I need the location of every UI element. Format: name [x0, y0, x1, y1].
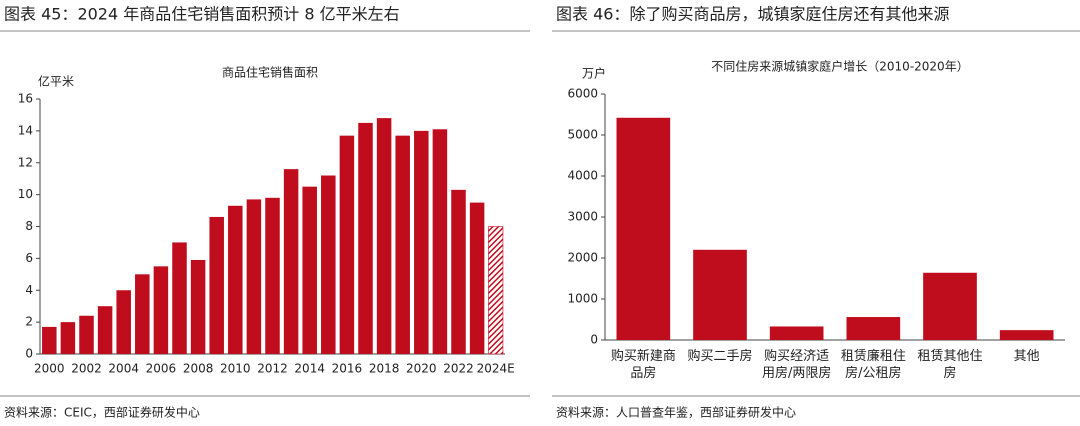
bar — [769, 326, 824, 340]
x-tick-label: 2004 — [108, 362, 139, 376]
bar — [79, 315, 94, 354]
x-tick-label-box: 其他 — [1013, 349, 1040, 364]
bar — [693, 249, 747, 340]
x-tick-label: 2014 — [294, 362, 325, 376]
bar — [414, 130, 429, 354]
y-tick-label: 3000 — [567, 210, 598, 224]
bar — [395, 135, 410, 354]
bar — [321, 175, 336, 354]
y-tick-label: 6 — [25, 251, 33, 265]
bar — [339, 135, 355, 354]
x-tick-label: 2006 — [146, 362, 177, 376]
bar — [116, 290, 131, 354]
y-tick-label: 4 — [25, 283, 33, 297]
x-tick-label: 2024E — [477, 362, 515, 376]
x-tick-label: 其他 — [1013, 349, 1040, 364]
x-tick-label: 2008 — [183, 362, 214, 376]
y-tick-label: 0 — [25, 347, 33, 361]
bar — [999, 330, 1054, 340]
source-note: 资料来源：人口普查年鉴，西部证券研发中心 — [556, 405, 796, 420]
bar — [153, 266, 169, 354]
bar — [190, 259, 206, 354]
bar — [246, 199, 262, 354]
y-tick-label: 8 — [25, 219, 33, 233]
x-tick-label-box: 租赁廉租住房/公租房 — [840, 349, 906, 381]
y-unit: 万户 — [582, 66, 606, 81]
bar — [302, 186, 317, 354]
bar — [358, 122, 373, 354]
bar — [60, 322, 76, 354]
x-tick-label: 2020 — [406, 362, 437, 376]
figure-title: 图表 46：除了购买商品房，城镇家庭住房还有其他来源 — [556, 5, 949, 24]
x-tick-label: 购买经济适用房/两限房 — [761, 349, 832, 381]
bar — [42, 326, 57, 354]
bar — [135, 274, 150, 354]
bar — [265, 197, 280, 354]
y-tick-label: 14 — [18, 123, 33, 137]
x-tick-label: 2002 — [71, 362, 102, 376]
x-tick-label-box: 租赁其他住房 — [917, 349, 983, 381]
y-unit: 亿平米 — [38, 74, 74, 89]
bar — [228, 205, 243, 354]
y-tick-label: 6000 — [567, 87, 598, 101]
chart-title: 不同住房来源城镇家庭户增长（2010-2020年） — [711, 59, 968, 74]
bar — [209, 216, 224, 354]
y-tick-label: 4000 — [567, 169, 598, 183]
bar — [846, 317, 901, 340]
source-note: 资料来源：CEIC，西部证券研发中心 — [4, 405, 200, 420]
x-tick-label: 租赁廉租住房/公租房 — [840, 349, 906, 381]
y-tick-label: 16 — [18, 92, 33, 106]
y-tick-label: 0 — [590, 333, 598, 347]
bar — [488, 226, 504, 355]
bar — [432, 129, 448, 354]
bar — [376, 118, 392, 354]
chart-title: 商品住宅销售面积 — [222, 65, 318, 80]
bar — [923, 272, 977, 340]
y-tick-label: 5000 — [567, 128, 598, 142]
bar — [469, 202, 485, 354]
bar — [172, 242, 187, 354]
x-tick-label: 2000 — [34, 362, 65, 376]
x-tick-label-box: 购买新建商品房 — [610, 349, 676, 381]
x-tick-label: 购买二手房 — [687, 349, 753, 364]
bar — [616, 117, 671, 340]
x-tick-label: 购买新建商品房 — [610, 349, 676, 381]
y-tick-label: 12 — [18, 155, 33, 169]
bar — [451, 189, 466, 354]
x-tick-label: 2016 — [332, 362, 363, 376]
x-tick-label: 2010 — [220, 362, 251, 376]
y-tick-label: 1000 — [567, 292, 598, 306]
y-tick-label: 2 — [25, 315, 33, 329]
y-tick-label: 10 — [18, 187, 33, 201]
x-tick-label-box: 购买二手房 — [687, 349, 753, 364]
x-tick-label: 2018 — [369, 362, 400, 376]
figure-title: 图表 45：2024 年商品住宅销售面积预计 8 亿平米左右 — [4, 5, 400, 24]
x-tick-label-box: 购买经济适用房/两限房 — [761, 349, 832, 381]
x-tick-label: 2022 — [443, 362, 474, 376]
bar — [97, 306, 113, 354]
x-tick-label: 2012 — [257, 362, 288, 376]
y-tick-label: 2000 — [567, 251, 598, 265]
bar — [283, 169, 299, 354]
x-tick-label: 租赁其他住房 — [917, 349, 983, 381]
